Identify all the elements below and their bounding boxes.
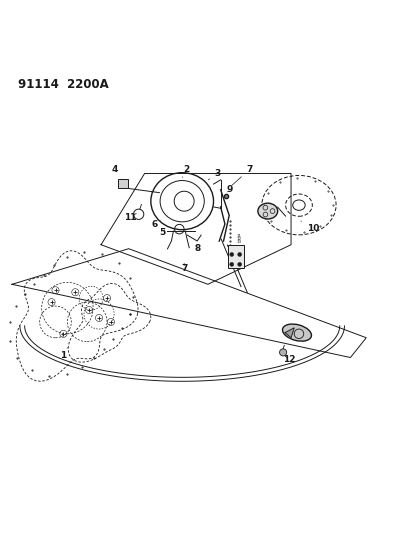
Text: 7: 7 bbox=[181, 263, 187, 273]
Ellipse shape bbox=[282, 324, 312, 341]
Circle shape bbox=[238, 253, 242, 256]
Bar bbox=[118, 179, 128, 188]
Circle shape bbox=[238, 262, 242, 266]
Text: 11: 11 bbox=[124, 213, 137, 222]
Text: 13: 13 bbox=[237, 240, 242, 244]
Bar bbox=[228, 245, 244, 268]
Text: 1: 1 bbox=[60, 348, 67, 360]
Circle shape bbox=[280, 349, 287, 356]
Text: 9: 9 bbox=[226, 185, 233, 194]
Circle shape bbox=[230, 253, 234, 256]
Text: 5: 5 bbox=[159, 228, 166, 237]
Text: 91114  2200A: 91114 2200A bbox=[18, 78, 109, 92]
Text: 11: 11 bbox=[237, 233, 242, 238]
Text: 7: 7 bbox=[232, 165, 253, 185]
Text: 6: 6 bbox=[151, 220, 160, 229]
Ellipse shape bbox=[258, 203, 278, 219]
Circle shape bbox=[230, 262, 234, 266]
Text: 3: 3 bbox=[208, 169, 221, 180]
Text: 12: 12 bbox=[237, 237, 242, 241]
Text: 8: 8 bbox=[195, 244, 201, 253]
Text: 12: 12 bbox=[283, 355, 295, 364]
Text: 10: 10 bbox=[301, 221, 319, 233]
Polygon shape bbox=[285, 328, 294, 338]
Text: 4: 4 bbox=[112, 165, 123, 181]
Text: 2: 2 bbox=[182, 165, 189, 177]
